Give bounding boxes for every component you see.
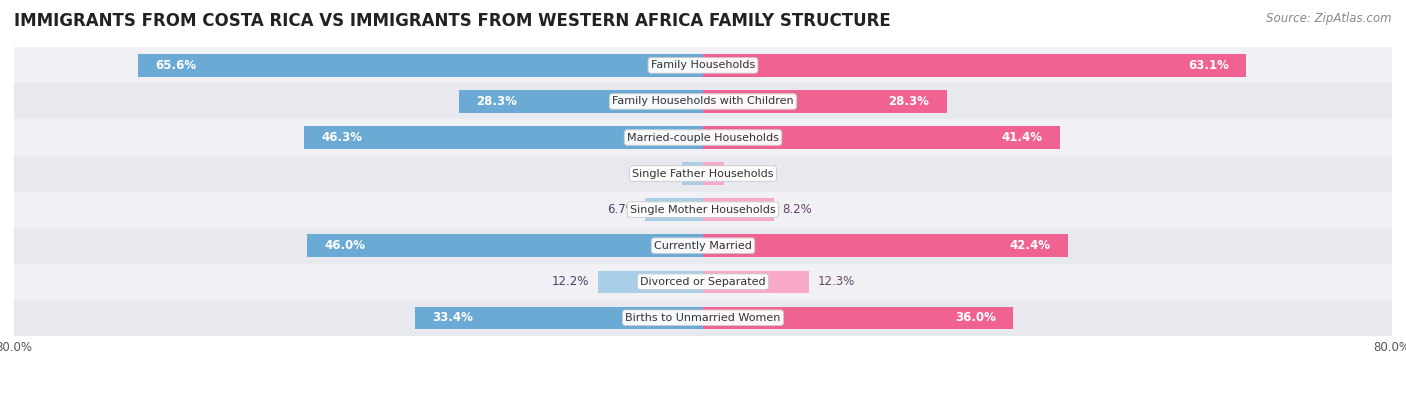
Text: 41.4%: 41.4%: [1001, 131, 1042, 144]
Bar: [14, 119, 1392, 156]
Bar: [703, 307, 1012, 329]
Text: Family Households with Children: Family Households with Children: [612, 96, 794, 107]
Text: 12.3%: 12.3%: [817, 275, 855, 288]
Bar: [703, 198, 773, 221]
Bar: [703, 162, 724, 185]
Bar: [703, 126, 1060, 149]
Text: Source: ZipAtlas.com: Source: ZipAtlas.com: [1267, 12, 1392, 25]
Bar: [14, 83, 1392, 119]
Text: Single Father Households: Single Father Households: [633, 169, 773, 179]
Text: 65.6%: 65.6%: [155, 59, 197, 72]
Bar: [703, 90, 946, 113]
Text: 6.7%: 6.7%: [607, 203, 637, 216]
Bar: [307, 235, 703, 257]
Text: 36.0%: 36.0%: [955, 311, 995, 324]
Text: 2.4%: 2.4%: [644, 167, 673, 180]
Bar: [415, 307, 703, 329]
Bar: [460, 90, 703, 113]
Text: 28.3%: 28.3%: [889, 95, 929, 108]
Text: 46.0%: 46.0%: [323, 239, 366, 252]
Text: 12.2%: 12.2%: [553, 275, 589, 288]
Bar: [14, 300, 1392, 336]
Bar: [138, 54, 703, 77]
Text: Currently Married: Currently Married: [654, 241, 752, 251]
Bar: [14, 264, 1392, 300]
Text: IMMIGRANTS FROM COSTA RICA VS IMMIGRANTS FROM WESTERN AFRICA FAMILY STRUCTURE: IMMIGRANTS FROM COSTA RICA VS IMMIGRANTS…: [14, 12, 891, 30]
Text: 28.3%: 28.3%: [477, 95, 517, 108]
Text: 46.3%: 46.3%: [322, 131, 363, 144]
Bar: [645, 198, 703, 221]
Text: Married-couple Households: Married-couple Households: [627, 132, 779, 143]
Text: Divorced or Separated: Divorced or Separated: [640, 276, 766, 287]
Text: 33.4%: 33.4%: [433, 311, 474, 324]
Bar: [703, 235, 1069, 257]
Bar: [682, 162, 703, 185]
Text: Births to Unmarried Women: Births to Unmarried Women: [626, 313, 780, 323]
Text: Family Households: Family Households: [651, 60, 755, 70]
Bar: [703, 54, 1246, 77]
Text: 42.4%: 42.4%: [1010, 239, 1050, 252]
Text: 63.1%: 63.1%: [1188, 59, 1229, 72]
Text: 2.4%: 2.4%: [733, 167, 762, 180]
Bar: [14, 228, 1392, 264]
Bar: [14, 47, 1392, 83]
Bar: [14, 156, 1392, 192]
Text: 8.2%: 8.2%: [782, 203, 813, 216]
Bar: [14, 192, 1392, 228]
Bar: [304, 126, 703, 149]
Bar: [703, 271, 808, 293]
Bar: [598, 271, 703, 293]
Text: Single Mother Households: Single Mother Households: [630, 205, 776, 214]
